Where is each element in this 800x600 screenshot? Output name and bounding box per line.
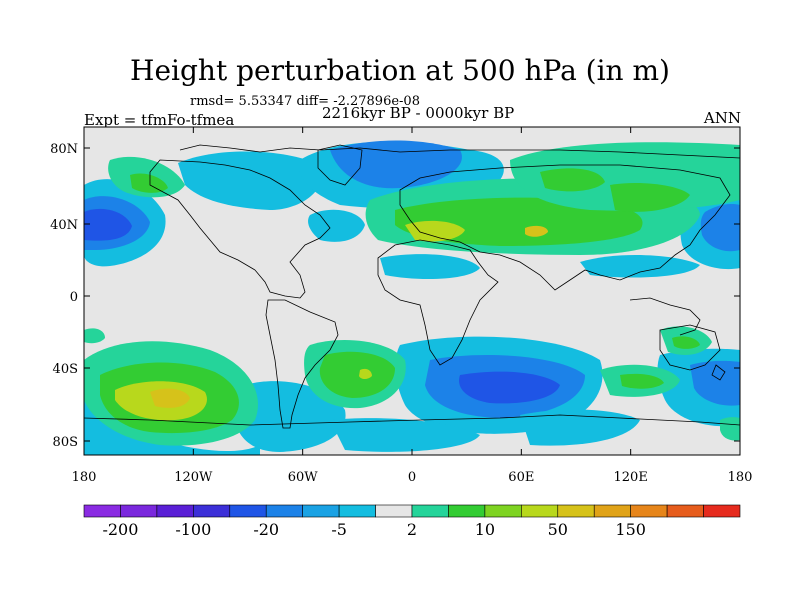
lon-tick-label: 120E (614, 470, 648, 485)
lon-tick-label: 60W (288, 470, 319, 485)
lat-tick-label: 80S (53, 435, 78, 450)
lat-tick-label: 0 (70, 290, 78, 305)
colorbar-swatch (557, 504, 595, 518)
colorbar-swatch (338, 504, 376, 518)
season-label: ANN (703, 109, 741, 127)
colorbar-swatch (83, 504, 121, 518)
colorbar-swatch (630, 504, 668, 518)
colorbar-label: 150 (615, 520, 646, 539)
lon-tick-label: 60E (508, 470, 534, 485)
colorbar-swatch (666, 504, 704, 518)
map-plot-area (84, 127, 740, 455)
period-label: 2216kyr BP - 0000kyr BP (322, 104, 515, 122)
lat-tick-label: 40S (53, 362, 78, 377)
colorbar-swatch (229, 504, 267, 518)
coastlines (84, 144, 740, 429)
colorbar-swatch (484, 504, 522, 518)
colorbar-swatch (120, 504, 158, 518)
colorbar-label: 50 (548, 520, 568, 539)
colorbar-swatch (375, 504, 413, 518)
colorbar-swatch (302, 504, 340, 518)
negative-anomaly-fill (84, 140, 740, 455)
lon-tick-label: 120W (174, 470, 213, 485)
positive-anomaly-fill (84, 142, 740, 446)
longitude-axis: 180 120W 60W 0 60E 120E 180 (72, 127, 753, 485)
lon-tick-label: 0 (408, 470, 416, 485)
lat-tick-label: 40N (50, 218, 78, 233)
map-title: Height perturbation at 500 hPa (in m) (130, 54, 670, 87)
colorbar-swatch (703, 504, 741, 518)
colorbar-swatch (193, 504, 231, 518)
colorbar: -200 -100 -20 -5 2 10 50 150 (83, 504, 741, 539)
lon-tick-label: 180 (728, 470, 753, 485)
colorbar-swatch (156, 504, 194, 518)
experiment-label: Expt = tfmFo-tfmea (84, 111, 235, 129)
colorbar-label: -100 (175, 520, 211, 539)
colorbar-swatch (521, 504, 559, 518)
stats-line: rmsd= 5.53347 diff= -2.27896e-08 (190, 94, 420, 109)
colorbar-label: 2 (407, 520, 417, 539)
latitude-axis: 80N 40N 0 40S 80S (50, 142, 740, 450)
colorbar-label: -200 (102, 520, 138, 539)
colorbar-swatch (411, 504, 449, 518)
colorbar-label: -20 (253, 520, 279, 539)
lat-tick-label: 80N (50, 142, 78, 157)
colorbar-label: -5 (331, 520, 347, 539)
lon-tick-label: 180 (72, 470, 97, 485)
colorbar-label: 10 (475, 520, 495, 539)
colorbar-swatch (593, 504, 631, 518)
colorbar-swatch (448, 504, 486, 518)
colorbar-swatch (265, 504, 303, 518)
